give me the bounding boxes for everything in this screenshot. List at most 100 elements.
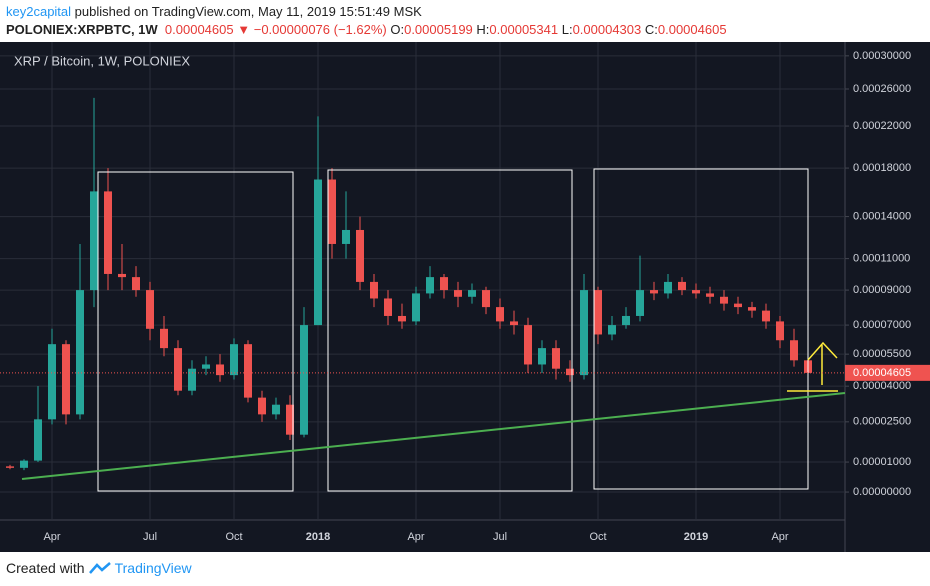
chart-background	[0, 42, 930, 552]
candle-body	[188, 368, 196, 391]
candle-body	[34, 419, 42, 461]
candle-body	[580, 290, 588, 376]
candle-body	[482, 290, 490, 308]
candle-body	[20, 460, 28, 468]
brand[interactable]: TradingView	[114, 560, 192, 576]
candle-body	[748, 307, 756, 311]
y-tick-label: 0.00014000	[853, 210, 911, 222]
published: published on TradingView.com, May 11, 20…	[74, 4, 422, 19]
created-with: Created with	[6, 560, 85, 576]
axes: 0.00030000 0.00026000 0.00022000 0.00018000…	[0, 50, 930, 543]
candle-body	[776, 321, 784, 341]
y-tick-label: 0.00009000	[853, 284, 911, 296]
logo	[88, 562, 111, 574]
ohlc-label: O:	[390, 22, 405, 37]
candle-body	[790, 340, 798, 361]
candle-body	[300, 325, 308, 435]
candle-body	[62, 344, 70, 415]
candle-body	[538, 348, 546, 365]
x-tick-label: Apr	[771, 531, 788, 543]
candle-body	[734, 303, 742, 308]
arrow: ▼	[237, 22, 251, 37]
author[interactable]: key2capital	[6, 4, 72, 19]
candle-body	[510, 321, 518, 326]
change: −0.00000076 (−1.62%)	[253, 22, 387, 37]
footer: Created with TradingView	[6, 560, 192, 576]
candle-body	[118, 273, 126, 278]
box	[593, 168, 809, 490]
x-tick-label: 2018	[306, 531, 330, 543]
last-price-label: 0.00004605	[853, 367, 911, 379]
candle-body	[244, 344, 252, 398]
x-tick-label: 2019	[684, 531, 708, 543]
candle-body	[426, 277, 434, 294]
y-tick-label: 0.00002500	[853, 416, 911, 428]
candle-body	[272, 404, 280, 415]
ohlc-value: 0.00005341	[489, 22, 559, 37]
ohlc-label: L:	[561, 22, 573, 37]
candle-body	[6, 466, 14, 468]
candle-body	[468, 290, 476, 297]
candle-body	[258, 397, 266, 415]
candle-body	[678, 281, 686, 291]
y-tick-label: 0.00011000	[853, 253, 910, 265]
candle-body	[524, 325, 532, 365]
candle-body	[216, 364, 224, 376]
candle-body	[636, 290, 644, 316]
candle-body	[370, 281, 378, 299]
ohlc-label: H:	[476, 22, 490, 37]
candle-body	[398, 315, 406, 322]
y-tick-label: 0.00004000	[853, 380, 911, 392]
candle-body	[412, 293, 420, 322]
chart: XRP / Bitcoin, 1W, POLONIEX 0.000300000.…	[0, 42, 930, 552]
candle-body	[608, 325, 616, 335]
candle-body	[90, 191, 98, 291]
last-price-box	[845, 364, 930, 381]
candle-body	[440, 277, 448, 291]
box	[97, 171, 294, 492]
y-tick-label: 0.00030000	[853, 50, 911, 62]
candle-body	[650, 290, 658, 294]
candle-body	[594, 290, 602, 335]
x-tick-label: Oct	[225, 531, 242, 543]
symbol: POLONIEX:XRPBTC, 1W	[6, 22, 158, 37]
header: key2capital published on TradingView.com…	[6, 3, 727, 39]
candle-body	[356, 229, 364, 282]
candle-body	[328, 179, 336, 244]
candle-body	[762, 310, 770, 322]
candle-body	[132, 277, 140, 291]
candle-body	[342, 229, 350, 244]
ohlc: O:0.00005199 H:0.00005341 L:0.00004303 C…	[390, 22, 726, 37]
arrow-head	[807, 341, 838, 361]
x-tick-label: Jul	[493, 531, 507, 543]
candle-body	[720, 296, 728, 304]
header-line-2: POLONIEX:XRPBTC, 1W 0.00004605 ▼ −0.0000…	[6, 21, 727, 39]
candle-body	[384, 298, 392, 316]
candle-body	[566, 368, 574, 376]
x-tick-label: Apr	[407, 531, 424, 543]
candle-body	[48, 344, 56, 420]
candle-body	[146, 290, 154, 329]
y-tick-label: 0.00001000	[853, 456, 911, 468]
ohlc-value: 0.00004605	[657, 22, 727, 37]
drawings	[21, 168, 846, 492]
candle-body	[76, 290, 84, 415]
candle-body	[160, 328, 168, 349]
ohlc-value: 0.00005199	[404, 22, 473, 37]
x-tick-label: Oct	[589, 531, 606, 543]
y-tick-label: 0.00018000	[853, 162, 911, 174]
ohlc-label: C:	[644, 22, 658, 37]
candle-body	[664, 281, 672, 294]
header-line-1: key2capital published on TradingView.com…	[6, 3, 727, 21]
candle-body	[552, 348, 560, 369]
y-tick-label: 0.00007000	[853, 319, 911, 331]
candle-body	[202, 364, 210, 369]
y-tick-label: 0.00022000	[853, 120, 911, 132]
candle-body	[622, 315, 630, 326]
x-tick-label: Jul	[143, 531, 157, 543]
y-tick-label: 0.00026000	[853, 83, 911, 95]
candle-body	[692, 290, 700, 294]
y-tick-label: 0.00005500	[853, 348, 911, 360]
candle-body	[706, 293, 714, 297]
